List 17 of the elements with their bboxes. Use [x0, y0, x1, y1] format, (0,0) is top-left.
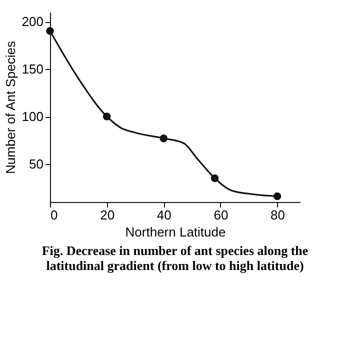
- point: [210, 174, 219, 182]
- point: [102, 112, 111, 120]
- y-tick-label: 200: [22, 14, 44, 29]
- point: [46, 27, 54, 35]
- y-tick-label: 150: [22, 62, 44, 76]
- y-tick-label: 100: [22, 109, 44, 124]
- x-axis-title: Northern Latitude: [125, 224, 226, 240]
- y-tick-label: 50: [29, 156, 44, 172]
- x-tick-label: 80: [270, 208, 286, 222]
- x-tick-label: 0: [50, 208, 58, 222]
- point: [273, 192, 282, 200]
- x-tick-label: 20: [100, 208, 115, 222]
- x-tick-label: 40: [156, 208, 172, 222]
- point: [160, 134, 168, 142]
- y-axis-title: Number of Ant Species: [2, 40, 18, 174]
- x-tick-label: 60: [214, 208, 228, 222]
- text: Fig. Decrease in number of ant species along the latitudinal gradient (from low to high latitude): [42, 243, 308, 273]
